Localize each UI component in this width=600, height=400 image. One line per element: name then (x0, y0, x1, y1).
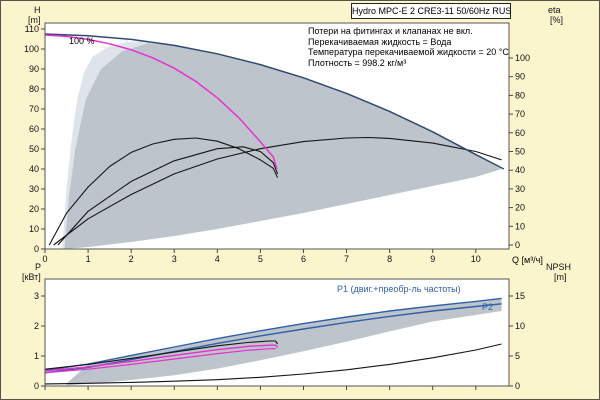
speed-100pct-label: 100 % (69, 36, 95, 46)
axis-tick-label: 100 (24, 44, 39, 54)
h-axis-name: H (34, 5, 41, 15)
axis-tick-label: 60 (29, 124, 39, 134)
axis-tick-label: 10 (515, 221, 525, 231)
series-eta-pump-1b (57, 146, 279, 246)
axis-tick-label: 30 (515, 184, 525, 194)
axis-tick-label: 70 (29, 104, 39, 114)
axis-tick-label: 3 (172, 254, 177, 264)
axis-tick-label: 110 (25, 24, 39, 34)
axis-tick-label: 0 (515, 381, 520, 391)
p-axis-unit: [кВт] (22, 272, 41, 282)
chart-title: Hydro MPC-E 2 CRE3-11 50/60Hz RUS (351, 3, 511, 19)
axis-tick-label: 60 (515, 128, 525, 138)
head-chart-series-group (45, 33, 505, 249)
series-eta-system (53, 136, 502, 246)
axis-tick-label: 3 (34, 291, 39, 301)
q-axis-label: Q [м³/ч] (512, 255, 543, 265)
axis-tick-label: 100 (515, 53, 530, 63)
axis-tick-label: 50 (515, 147, 525, 157)
axis-tick-label: 0 (42, 254, 47, 264)
axis-tick-label: 80 (515, 90, 525, 100)
npsh-axis-unit: [m] (554, 272, 567, 282)
power-chart-frame (44, 278, 510, 387)
p-axis-name: P (35, 262, 42, 272)
series-npsh-curve (45, 343, 502, 385)
axis-tick-label: 0 (34, 244, 39, 254)
head-chart-frame (44, 22, 510, 250)
axis-tick-label: 2 (34, 321, 39, 331)
axis-tick-label: 2 (129, 254, 134, 264)
series-max-curve-2-pumps (45, 33, 505, 170)
axis-tick-label: 20 (29, 204, 39, 214)
axis-tick-label: 10 (515, 321, 525, 331)
series-p1-total-curve (45, 297, 502, 372)
series-power-envelope (66, 299, 502, 386)
series-p-single-pump-black (45, 340, 279, 370)
eta-axis-name: eta (548, 5, 561, 15)
axis-tick-label: 10 (471, 254, 481, 264)
npsh-axis-name: NPSH (546, 262, 572, 272)
series-operating-envelope (64, 43, 502, 249)
series-duty-pale-region (62, 41, 149, 249)
fluid-info-line: Потери на фитингах и клапанах не вкл. (308, 26, 473, 36)
axis-tick-label: 90 (29, 64, 39, 74)
fluid-info-line: Плотность = 998.2 кг/м³ (308, 57, 407, 68)
axis-tick-label: 1 (86, 254, 91, 264)
axis-tick-label: 4 (215, 254, 220, 264)
axis-tick-label: 10 (29, 224, 39, 234)
axis-tick-label: 30 (29, 184, 39, 194)
axis-tick-label: 15 (515, 291, 525, 301)
h-axis-unit: [m] (28, 15, 41, 25)
fluid-info-line: Температура перекачиваемой жидкости = 20… (308, 47, 509, 57)
series-pump-curve-100pct (45, 34, 278, 170)
axis-tick-label: 80 (29, 84, 39, 94)
axis-tick-label: 0 (34, 381, 39, 391)
axis-tick-label: 9 (430, 254, 435, 264)
series-p2-shaft-curve (45, 303, 502, 374)
axis-tick-label: 0 (515, 240, 520, 250)
p2-curve-label: P2 (482, 302, 494, 312)
axis-tick-label: 90 (515, 72, 525, 82)
axis-tick-label: 7 (344, 254, 349, 264)
series-eta-pump-1 (48, 137, 279, 246)
series-p-pump-100pct-a (45, 344, 279, 372)
power-chart-series-group (45, 297, 502, 386)
series-p-pump-100pct-b (45, 347, 276, 374)
axis-tick-label: 40 (29, 164, 39, 174)
axis-tick-label: 5 (515, 351, 520, 361)
fluid-info-line: Перекачиваемая жидкость = Вода (308, 36, 452, 47)
axis-tick-label: 1 (34, 351, 39, 361)
axis-tick-label: 6 (301, 254, 306, 264)
p1-curve-label: P1 (двиг.+преобр-ль частоты) (337, 284, 461, 294)
fluid-info-block: Потери на фитингах и клапанах не вкл. Пе… (308, 26, 509, 68)
axis-tick-label: 20 (515, 203, 525, 213)
axis-tick-label: 70 (515, 109, 525, 119)
axis-ticks-group: 0102030405060708090100110010203040506070… (24, 24, 530, 391)
axis-tick-label: 40 (515, 165, 525, 175)
axis-tick-label: 8 (387, 254, 392, 264)
axis-tick-label: 50 (29, 144, 39, 154)
eta-axis-unit: [%] (550, 15, 564, 25)
axis-tick-label: 5 (258, 254, 263, 264)
